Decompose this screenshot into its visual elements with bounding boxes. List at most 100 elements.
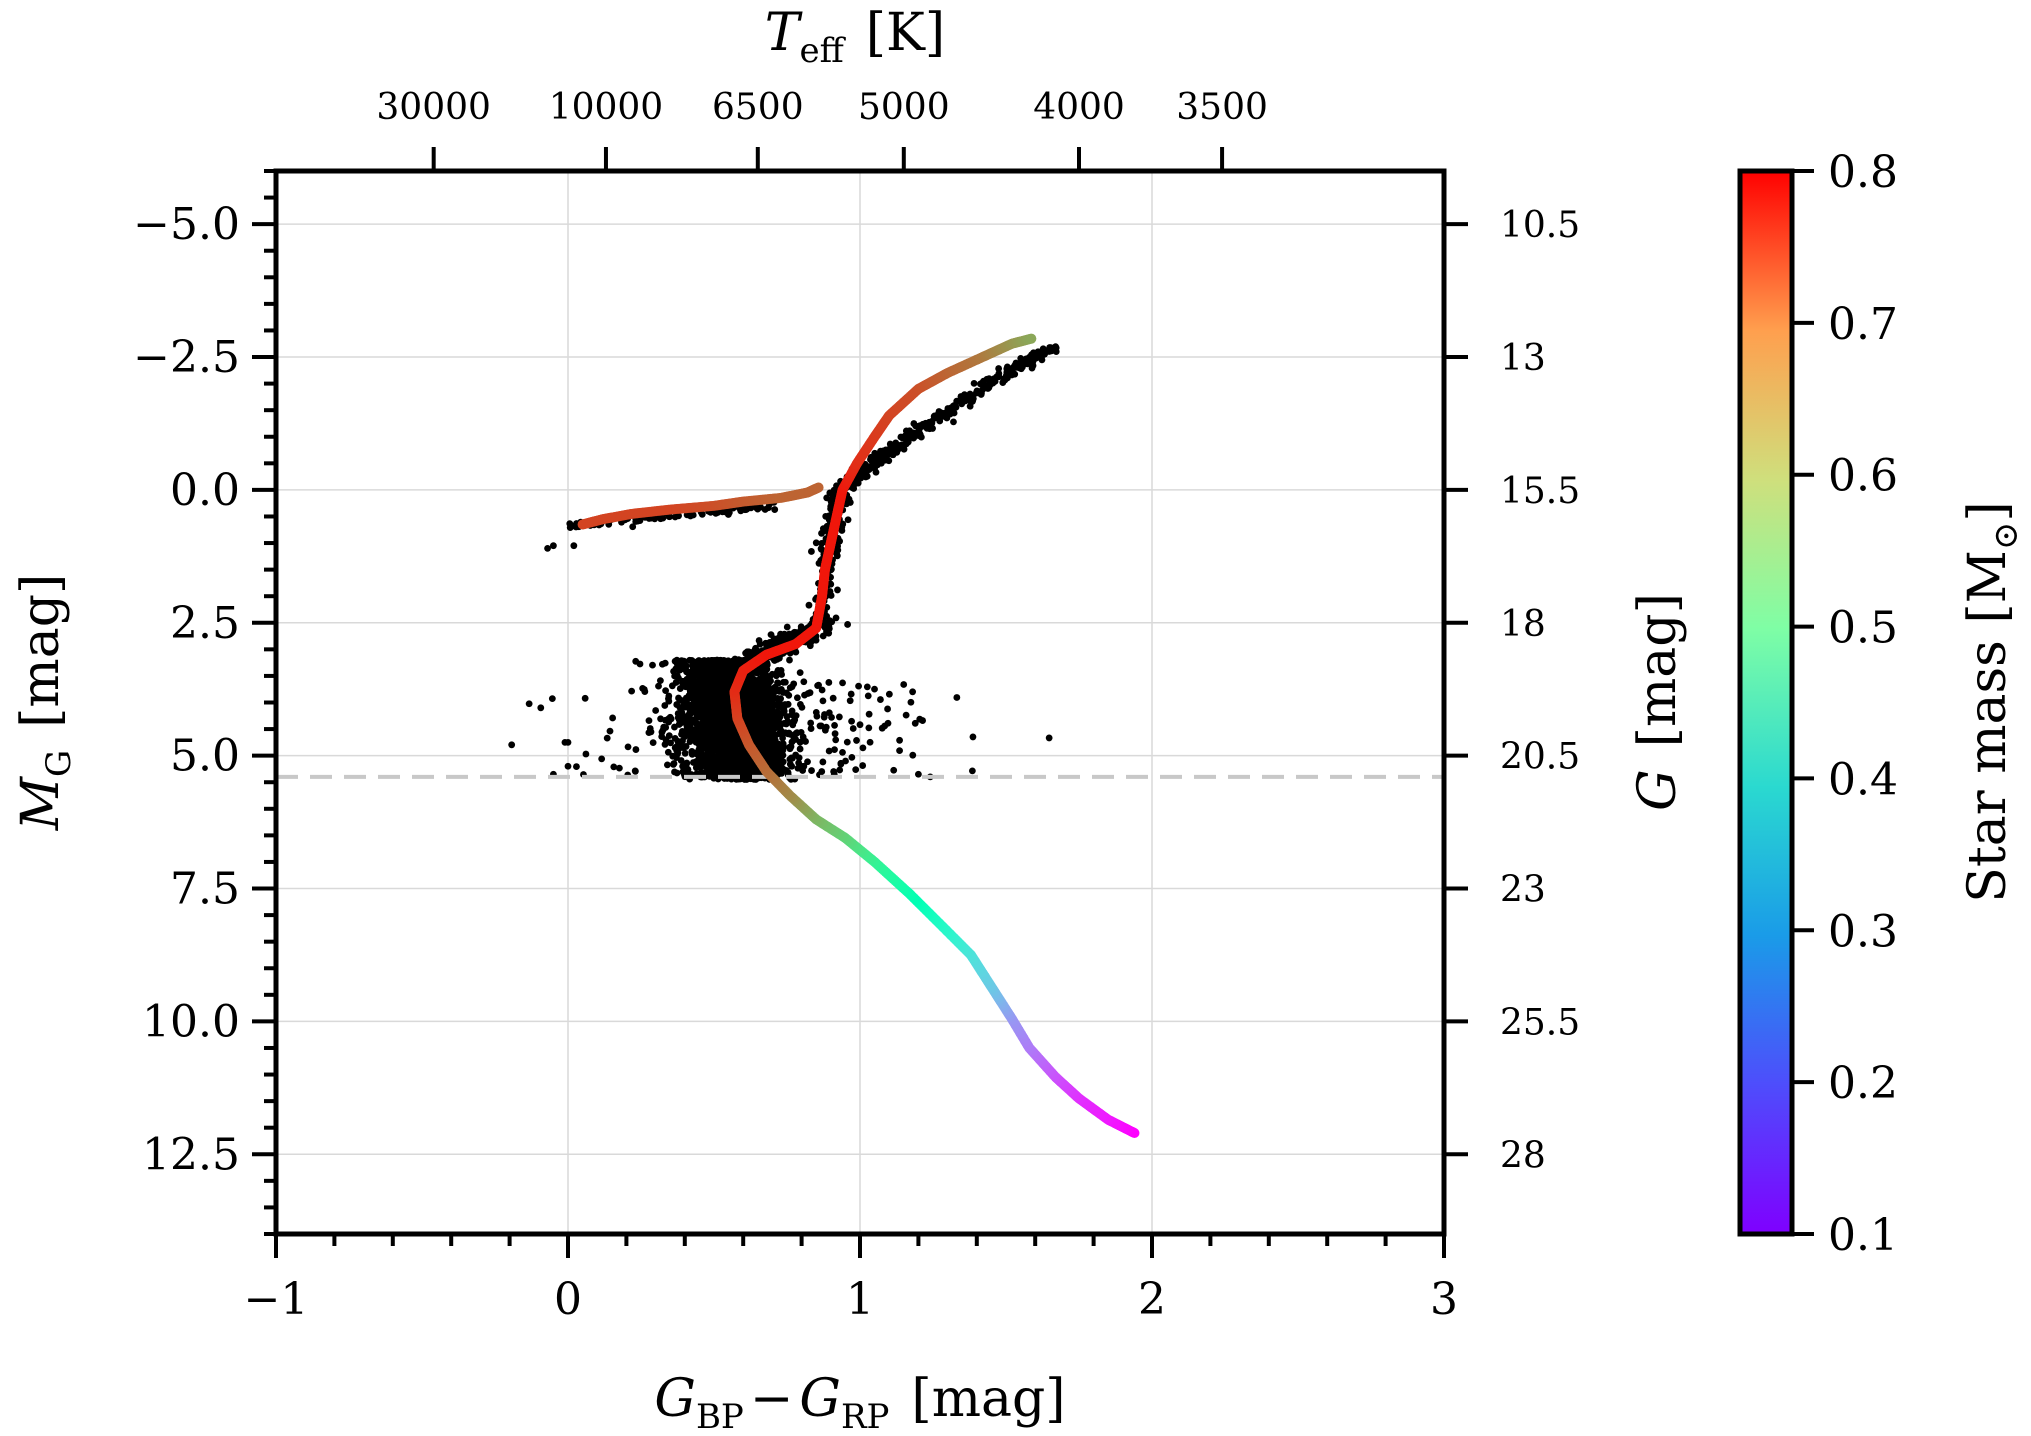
member-point <box>793 694 801 702</box>
member-point <box>761 726 769 734</box>
member-point <box>628 687 636 695</box>
member-point <box>919 420 927 428</box>
member-point <box>777 667 785 674</box>
x-axis-ticks: −1 0 1 2 3 <box>244 1234 1458 1325</box>
member-point <box>661 702 669 709</box>
member-point <box>801 691 808 699</box>
member-point <box>1039 345 1047 353</box>
x-tick-label: 2 <box>1138 1274 1166 1325</box>
member-point <box>844 621 852 628</box>
member-point <box>649 739 657 747</box>
member-point <box>820 713 828 721</box>
member-point <box>829 694 837 702</box>
member-point <box>881 454 889 462</box>
member-point <box>727 723 735 731</box>
member-point <box>735 761 742 769</box>
member-point <box>839 520 847 528</box>
member-point <box>812 539 820 547</box>
member-point <box>754 699 762 706</box>
member-point <box>689 511 697 519</box>
member-point <box>811 635 819 643</box>
member-point <box>788 762 796 770</box>
member-point <box>953 694 961 701</box>
member-point <box>778 743 786 751</box>
top-tick-label: 3500 <box>1176 87 1268 128</box>
member-point <box>678 730 685 738</box>
member-point <box>798 762 806 770</box>
member-point <box>879 447 887 455</box>
member-point <box>847 690 855 698</box>
member-point <box>859 762 867 769</box>
member-point <box>856 721 864 729</box>
member-point <box>687 730 694 738</box>
member-point <box>827 496 835 504</box>
member-point <box>718 728 725 735</box>
member-point <box>1011 361 1019 369</box>
member-point <box>995 365 1003 372</box>
member-point <box>1019 359 1026 367</box>
member-point <box>675 721 683 728</box>
isochrone-main-point <box>1026 333 1037 344</box>
member-point <box>652 707 660 714</box>
member-point <box>687 737 694 745</box>
member-point <box>884 705 891 713</box>
member-point <box>721 662 729 670</box>
member-point <box>839 748 846 756</box>
member-point <box>806 689 814 697</box>
member-point <box>715 754 723 762</box>
member-point <box>757 690 765 698</box>
member-point <box>674 661 682 669</box>
y-tick-label: 12.5 <box>142 1129 240 1180</box>
member-point <box>725 682 733 689</box>
member-point <box>797 626 805 634</box>
x-tick-label: 3 <box>1430 1274 1458 1325</box>
member-point <box>544 544 551 552</box>
member-point <box>897 441 905 449</box>
member-point <box>678 709 686 717</box>
member-point <box>845 495 853 503</box>
member-point <box>525 700 533 708</box>
member-point <box>818 539 826 547</box>
member-point <box>885 690 893 698</box>
member-point <box>825 747 833 755</box>
member-point <box>573 763 580 770</box>
y-axis-title: MG[mag] <box>11 574 79 832</box>
member-point <box>705 728 713 736</box>
member-point <box>846 697 854 705</box>
member-point <box>904 435 912 443</box>
member-point <box>863 683 871 691</box>
member-point <box>785 691 793 699</box>
member-point <box>662 736 670 744</box>
member-point <box>818 768 826 775</box>
member-point <box>726 757 733 765</box>
member-point <box>788 711 796 719</box>
cluster-members <box>508 343 1060 783</box>
member-point <box>774 694 781 702</box>
member-point <box>777 685 785 693</box>
member-point <box>848 753 856 761</box>
member-point <box>902 711 910 719</box>
x-tick-label: 1 <box>846 1274 874 1325</box>
member-point <box>844 516 852 524</box>
member-point <box>871 685 878 693</box>
member-point <box>660 723 668 731</box>
member-point <box>831 730 839 738</box>
member-point <box>896 747 903 755</box>
member-point <box>796 669 804 677</box>
member-point <box>724 669 732 676</box>
member-point <box>824 626 832 634</box>
member-point <box>711 697 719 705</box>
member-point <box>692 659 699 667</box>
member-point <box>833 550 841 557</box>
member-point <box>647 728 655 736</box>
member-point <box>603 734 611 742</box>
member-point <box>774 766 782 774</box>
y2-tick-label: 15.5 <box>1500 471 1580 512</box>
member-point <box>696 676 704 683</box>
member-point <box>708 683 716 690</box>
member-point <box>548 695 556 703</box>
member-point <box>688 668 696 676</box>
member-point <box>683 697 691 704</box>
member-point <box>636 660 644 668</box>
y-tick-label: 0.0 <box>170 465 240 516</box>
